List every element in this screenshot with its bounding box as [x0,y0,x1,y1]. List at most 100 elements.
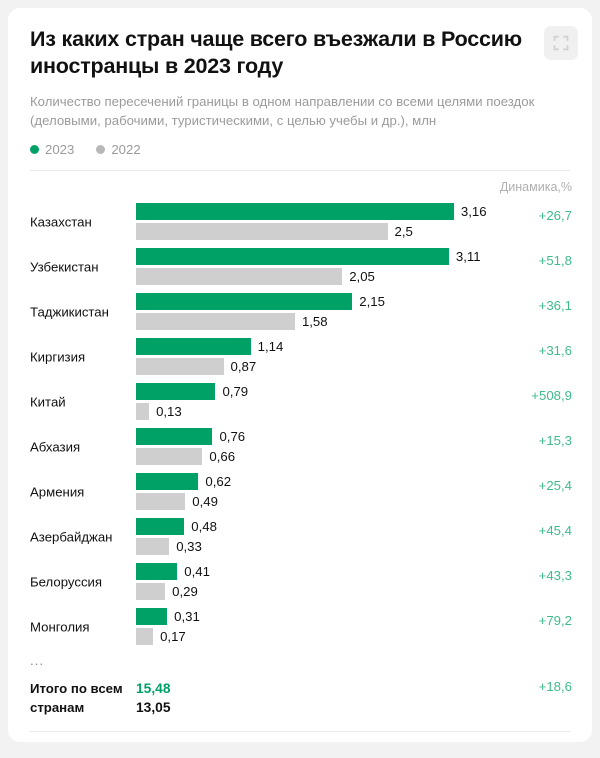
row-label: Таджикистан [30,304,109,319]
chart-rows: Казахстан 3,16 2,5 +26,7 Узбекистан 3,11 2,05 +… [8,194,592,649]
card-subtitle: Количество пересечений границы в одном н… [30,94,535,128]
row-label: Армения [30,484,85,499]
bar-2023 [136,608,168,625]
chart-legend: 2023 2022 [30,142,570,157]
bar-value-2023: 3,16 [460,204,487,219]
row-bars: 0,31 0,17 [136,608,572,648]
row-bars: 0,76 0,66 [136,428,572,468]
total-label: Итого по всем странам [30,679,134,717]
bar-value-2022: 0,33 [176,539,202,554]
row-dynamics: +31,6 [538,343,572,358]
bar-value-2023: 0,76 [219,429,246,444]
bar-2022 [136,403,150,420]
bar-line-2023: 2,15 [136,293,572,310]
row-dynamics: +79,2 [538,613,572,628]
bar-value-2023: 0,31 [174,609,200,624]
bar-line-2022: 0,17 [136,628,572,645]
bar-line-2022: 2,05 [136,268,572,285]
total-value-2022: 13,05 [136,700,171,715]
bar-2022 [136,313,295,330]
bar-line-2022: 0,49 [136,493,572,510]
bar-line-2023: 0,62 [136,473,572,490]
row-label: Абхазия [30,439,81,454]
bar-value-2023: 0,62 [205,474,232,489]
bar-value-2023: 1,14 [257,339,284,354]
table-row: Абхазия 0,76 0,66 +15,3 [8,424,592,469]
bar-2023 [136,518,185,535]
bar-2022 [136,358,224,375]
bar-line-2022: 0,33 [136,538,572,555]
bar-2022 [136,268,343,285]
bar-2022 [136,583,166,600]
row-bars: 0,48 0,33 [136,518,572,558]
bar-value-2022: 0,66 [209,449,236,464]
bar-value-2023: 0,79 [222,384,249,399]
bar-value-2022: 2,5 [394,224,413,239]
table-row: Монголия 0,31 0,17 +79,2 [8,604,592,649]
bar-line-2023: 3,11 [136,248,572,265]
footer-divider [30,731,570,732]
legend-item-2022: 2022 [96,142,141,157]
bar-2023 [136,248,449,265]
row-bars: 3,16 2,5 [136,203,572,243]
row-dynamics: +26,7 [538,208,572,223]
bar-line-2022: 0,87 [136,358,572,375]
bar-line-2022: 0,66 [136,448,572,465]
bar-2023 [136,383,216,400]
bar-line-2023: 0,79 [136,383,572,400]
row-label: Азербайджан [30,529,113,544]
bar-2023 [136,338,251,355]
row-label: Китай [30,394,66,409]
bar-2022 [136,493,186,510]
bar-value-2023: 0,48 [191,519,217,534]
table-row: Киргизия 1,14 0,87 +31,6 [8,334,592,379]
bar-value-2022: 0,87 [230,359,257,374]
table-row: Таджикистан 2,15 1,58 +36,1 [8,289,592,334]
total-label-line1: Итого по всем [30,681,123,696]
row-bars: 1,14 0,87 [136,338,572,378]
bar-2022 [136,223,388,240]
bar-2023 [136,293,353,310]
dynamics-column-header: Динамика,% [499,180,572,194]
bar-value-2023: 2,15 [359,294,385,309]
legend-dot-icon-2023 [30,145,39,154]
bar-value-2022: 0,17 [160,629,186,644]
bar-value-2022: 1,58 [301,314,328,329]
table-row: Азербайджан 0,48 0,33 +45,4 [8,514,592,559]
row-bars: 3,11 2,05 [136,248,572,288]
bar-value-2022: 0,29 [172,584,198,599]
row-dynamics: +51,8 [538,253,572,268]
row-label: Киргизия [30,349,86,364]
row-bars: 0,41 0,29 [136,563,572,603]
table-row: Китай 0,79 0,13 +508,9 [8,379,592,424]
row-bars: 0,79 0,13 [136,383,572,423]
bar-2022 [136,448,203,465]
total-label-line2: странам [30,700,85,715]
card-header: Из каких стран чаще всего въезжали в Рос… [8,8,592,157]
bar-value-2023: 3,11 [455,249,481,264]
legend-dot-icon-2022 [96,145,106,154]
bar-line-2022: 0,13 [136,403,572,420]
row-dynamics: +45,4 [538,523,572,538]
card-footer: Источник: ФСБ России, ЕМИСС © РБК, 2024 [8,732,592,742]
bar-value-2022: 2,05 [349,269,375,284]
bar-line-2023: 0,48 [136,518,572,535]
expand-fullscreen-icon[interactable] [544,26,578,60]
bar-value-2022: 0,13 [156,404,182,419]
bar-line-2023: 0,31 [136,608,572,625]
legend-item-2023: 2023 [30,142,74,157]
infographic-card: Из каких стран чаще всего въезжали в Рос… [8,8,592,742]
bar-line-2022: 0,29 [136,583,572,600]
legend-label-2023: 2023 [45,142,75,157]
bar-line-2023: 0,76 [136,428,572,445]
table-row: Узбекистан 3,11 2,05 +51,8 [8,244,592,289]
bar-2023 [136,203,454,220]
table-row: Армения 0,62 0,49 +25,4 [8,469,592,514]
total-values: 15,48 13,05 [136,679,171,717]
table-row: Белоруссия 0,41 0,29 +43,3 [8,559,592,604]
bar-value-2023: 0,41 [184,564,210,579]
bar-line-2023: 0,41 [136,563,572,580]
row-label: Монголия [30,619,90,634]
total-row: Итого по всем странам 15,48 13,05 +18,6 [8,673,592,725]
row-label: Узбекистан [30,259,99,274]
